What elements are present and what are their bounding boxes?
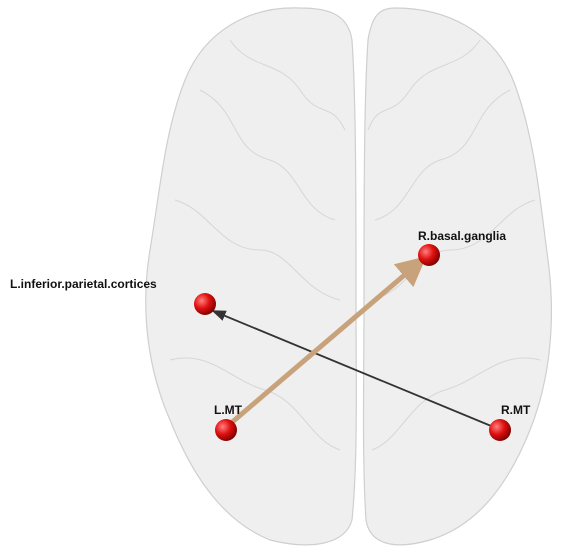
edge-rmt-to-lipc	[211, 310, 497, 429]
node-label: L.MT	[214, 403, 243, 417]
node	[418, 244, 440, 266]
node	[194, 293, 216, 315]
left-hemisphere	[145, 7, 357, 546]
brain-surface	[145, 7, 553, 546]
node-label: R.MT	[501, 403, 531, 417]
node-label: L.inferior.parietal.cortices	[10, 277, 157, 291]
right-hemisphere	[362, 7, 553, 546]
node	[215, 419, 237, 441]
node-label: R.basal.ganglia	[418, 229, 506, 243]
edge-lmt-to-rbg	[228, 256, 427, 426]
gyri	[169, 39, 541, 451]
node	[489, 419, 511, 441]
